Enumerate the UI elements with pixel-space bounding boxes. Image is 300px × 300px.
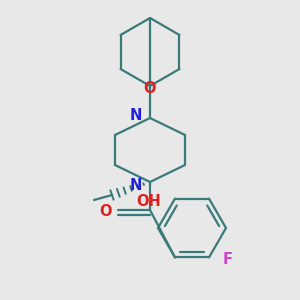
Text: N: N (130, 178, 142, 193)
Text: OH: OH (136, 194, 161, 208)
Text: N: N (130, 107, 142, 122)
Text: F: F (223, 252, 233, 267)
Text: O: O (100, 205, 112, 220)
Text: O: O (144, 81, 156, 96)
